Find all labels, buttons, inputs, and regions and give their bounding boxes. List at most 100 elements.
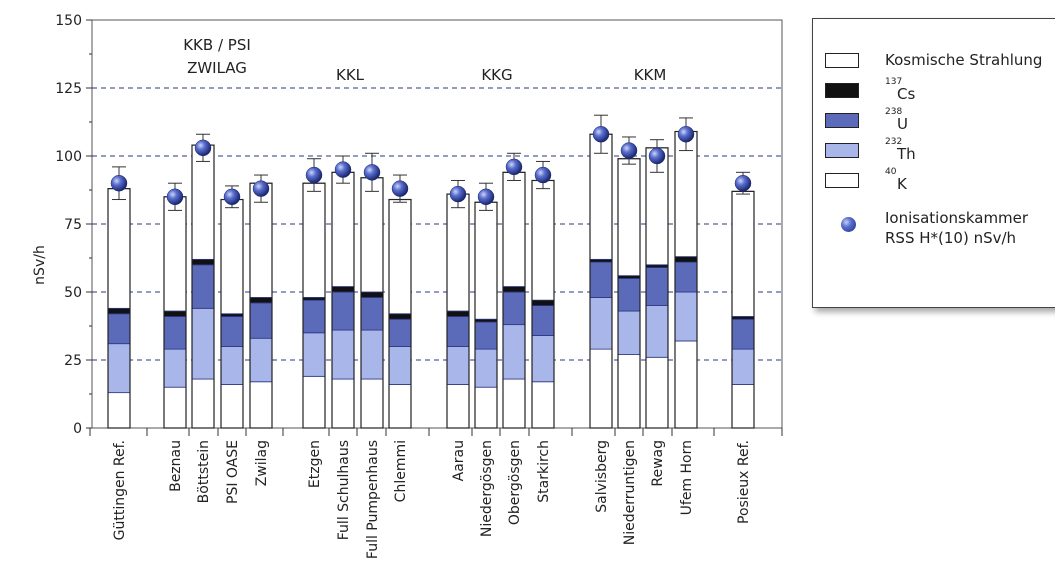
bar-segment-cosmic: [474, 201, 498, 320]
bar-segment-u238: [191, 264, 215, 309]
bar-segment-cs137: [220, 313, 244, 317]
ionisation-point: [648, 147, 666, 165]
bar-segment-th232: [617, 310, 641, 355]
legend-label-cosmic: Kosmische Strahlung: [885, 51, 1043, 69]
legend-swatch-cosmic: [825, 53, 859, 68]
x-category-label: Chlemmi: [393, 440, 409, 502]
legend-symbol-cs137: Cs: [897, 85, 916, 103]
ionisation-chamber-icon: [841, 217, 856, 232]
bar-segment-cosmic: [163, 196, 187, 312]
ionisation-point: [363, 164, 381, 181]
bar-segment-u238: [388, 318, 412, 347]
group-label: KKB / PSI: [183, 36, 251, 54]
bar-segment-cs137: [731, 316, 755, 320]
bar-segment-cs137: [191, 258, 215, 266]
y-tick-label: 125: [55, 81, 82, 97]
x-category-label: Rewag: [650, 440, 666, 487]
legend-swatch-k40: [825, 173, 859, 188]
legend-mass-u238: 238: [885, 107, 903, 117]
bar-segment-th232: [191, 307, 215, 380]
bar-segment-cosmic: [446, 193, 470, 312]
ionisation-point: [505, 158, 523, 176]
group-label: ZWILAG: [187, 59, 247, 77]
group-label: KKL: [336, 66, 365, 84]
x-category-label: Full Schulhaus: [336, 440, 352, 540]
ionisation-point: [592, 125, 610, 143]
ionisation-point: [620, 142, 638, 159]
bar-segment-cs137: [360, 291, 384, 298]
bar-segment-cs137: [446, 310, 470, 317]
ionisation-points-layer: [110, 114, 752, 211]
bar-segment-u238: [331, 291, 355, 331]
axes-layer: 0 25 50 75 100 125 150 Güttingen Ref. Beznau Bött…: [55, 13, 783, 559]
x-category-label: PSI OASE: [225, 440, 241, 504]
bar-segment-k40: [331, 378, 355, 429]
legend-symbol-k40: K: [897, 175, 907, 193]
x-category-label: Niederruntigen: [622, 440, 638, 545]
x-category-label: Full Pumpenhaus: [365, 440, 381, 559]
group-label: KKM: [634, 66, 667, 84]
bar-segment-u238: [474, 321, 498, 350]
legend-label-ionisation-1: Ionisationskammer: [885, 209, 1029, 227]
bar-segment-u238: [531, 305, 555, 336]
legend-symbol-th232: Th: [897, 145, 916, 163]
bar-segment-th232: [446, 345, 470, 385]
bar-segment-u238: [302, 299, 326, 334]
bar-segment-u238: [249, 302, 273, 339]
bar-segment-th232: [589, 297, 613, 350]
bar-segment-th232: [502, 324, 526, 380]
x-category-label: Zwilag: [254, 440, 270, 486]
ionisation-point: [391, 180, 409, 197]
y-tick-label: 150: [55, 13, 82, 29]
legend-swatch-cs137: [825, 83, 859, 98]
bar-segment-cosmic: [302, 182, 326, 298]
bar-segment-k40: [474, 386, 498, 429]
bar-segment-cs137: [617, 275, 641, 279]
bar-segment-th232: [107, 343, 131, 394]
ionisation-point: [166, 188, 184, 206]
bar-segment-u238: [674, 261, 698, 293]
bar-segment-k40: [589, 348, 613, 429]
bar-segment-u238: [107, 313, 131, 345]
bar-segment-cs137: [388, 313, 412, 320]
ionisation-point: [449, 185, 467, 203]
ionisation-point: [534, 166, 552, 184]
bar-segment-th232: [731, 348, 755, 385]
bar-segment-cosmic: [107, 188, 131, 309]
bar-segment-u238: [163, 316, 187, 350]
bar-segment-cs137: [674, 256, 698, 263]
bar-segment-th232: [531, 335, 555, 383]
bar-segment-cosmic: [360, 177, 384, 293]
bar-segment-u238: [360, 297, 384, 331]
legend-swatch-th232: [825, 143, 859, 158]
bar-segment-k40: [220, 384, 244, 429]
bar-segment-u238: [220, 316, 244, 347]
bar-segment-k40: [249, 381, 273, 429]
x-category-label: Posieux Ref.: [736, 440, 752, 524]
x-category-label: Obergösgen: [507, 440, 523, 525]
x-category-label: Ufem Horn: [679, 440, 695, 515]
x-category-label: Salvisberg: [594, 440, 610, 513]
y-tick-label: 75: [64, 217, 82, 233]
bar-segment-th232: [360, 329, 384, 380]
legend-symbol-u238: U: [897, 115, 908, 133]
ionisation-point: [223, 188, 241, 206]
bar-segment-k40: [360, 378, 384, 429]
bar-segment-k40: [446, 384, 470, 429]
y-tick-label: 100: [55, 149, 82, 165]
bar-segment-th232: [302, 332, 326, 377]
bar-segment-u238: [589, 261, 613, 298]
bar-segment-k40: [731, 384, 755, 429]
bar-segment-k40: [388, 384, 412, 429]
bar-segment-cs137: [163, 310, 187, 317]
bar-segment-u238: [617, 277, 641, 312]
bar-segment-k40: [645, 356, 669, 429]
x-category-label: Aarau: [451, 440, 467, 481]
bar-segment-k40: [191, 378, 215, 429]
bars-layer: [107, 130, 755, 429]
bar-segment-cosmic: [531, 180, 555, 301]
bar-segment-k40: [107, 392, 131, 429]
bar-segment-k40: [502, 378, 526, 429]
ionisation-point: [194, 139, 212, 157]
ionisation-point: [677, 125, 695, 143]
